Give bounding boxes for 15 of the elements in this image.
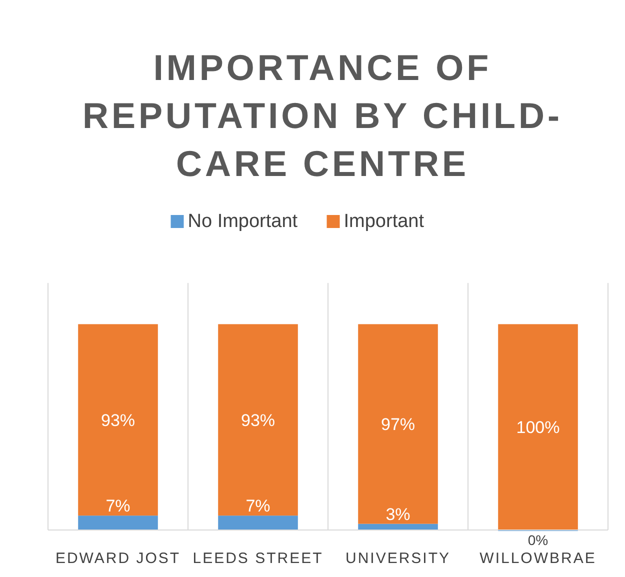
data-label: 93% [240, 410, 276, 430]
data-label: 0% [528, 532, 548, 548]
data-label: 97% [380, 414, 416, 434]
data-label: 93% [100, 410, 136, 430]
legend-label: No Important [188, 211, 298, 232]
chart-title: IMPORTANCE OF REPUTATION BY CHILD-CARE CENTRE [82, 47, 562, 184]
data-label: 3% [386, 504, 410, 524]
data-label: 7% [106, 496, 130, 516]
data-label: 7% [246, 496, 270, 516]
legend-label: Important [344, 211, 425, 232]
x-tick-label: EDWARD JOST [55, 550, 181, 567]
x-tick-label: UNIVERSITY [345, 550, 451, 567]
x-tick-label: LEEDS STREET [192, 550, 324, 567]
x-tick-label: WILLOWBRAE [480, 550, 596, 567]
data-label: 100% [516, 418, 560, 438]
